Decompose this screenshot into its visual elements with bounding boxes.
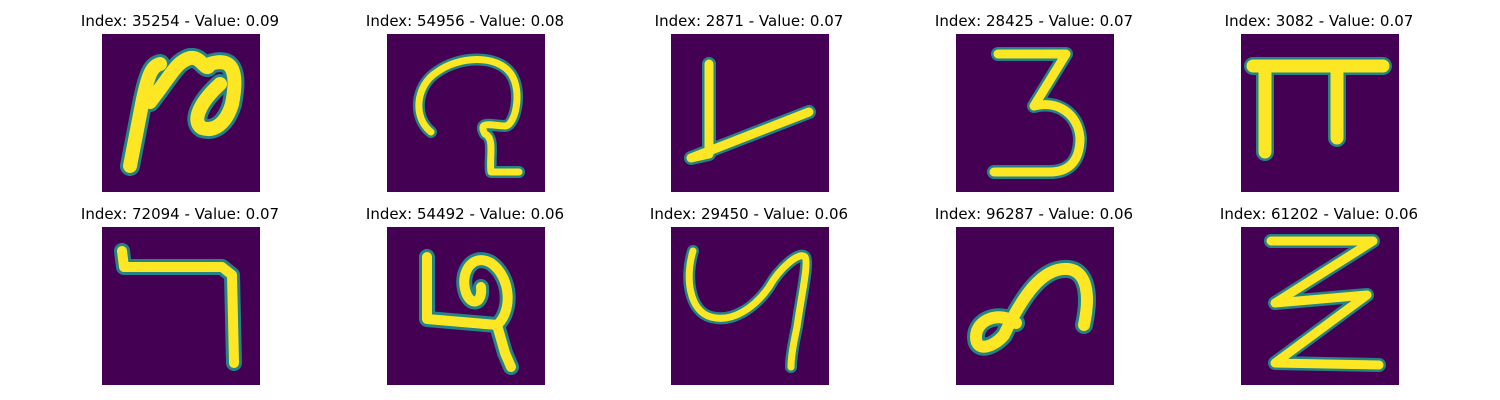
- panel-title: Index: 2871 - Value: 0.07: [654, 12, 844, 30]
- panel-title: Index: 72094 - Value: 0.07: [80, 205, 280, 223]
- panel-title: Index: 3082 - Value: 0.07: [1224, 12, 1414, 30]
- glyph-image: [956, 227, 1114, 385]
- panel-title: Index: 29450 - Value: 0.06: [649, 205, 849, 223]
- panel-title: Index: 28425 - Value: 0.07: [934, 12, 1134, 30]
- glyph-image: [102, 34, 260, 192]
- panel-title: Index: 54492 - Value: 0.06: [365, 205, 565, 223]
- panel-title: Index: 61202 - Value: 0.06: [1219, 205, 1419, 223]
- glyph-image: [671, 34, 829, 192]
- glyph-image: [671, 227, 829, 385]
- glyph-image: [387, 227, 545, 385]
- panel-title: Index: 54956 - Value: 0.08: [365, 12, 565, 30]
- glyph-image: [1241, 227, 1399, 385]
- glyph-image: [956, 34, 1114, 192]
- panel-title: Index: 35254 - Value: 0.09: [80, 12, 280, 30]
- glyph-image: [1241, 34, 1399, 192]
- glyph-image: [102, 227, 260, 385]
- panel-title: Index: 96287 - Value: 0.06: [934, 205, 1134, 223]
- glyph-image: [387, 34, 545, 192]
